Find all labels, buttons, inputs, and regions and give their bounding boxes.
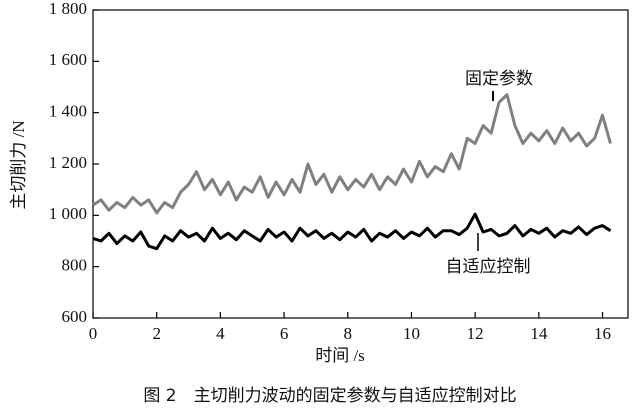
x-axis-label: 时间 /s [315,346,365,365]
x-tick-label: 4 [216,324,225,343]
y-tick-label: 1 200 [49,153,87,172]
x-tick-label: 12 [467,324,484,343]
x-tick-label: 2 [152,324,161,343]
y-tick-label: 600 [62,307,88,326]
series-label: 自适应控制 [446,257,531,276]
y-tick-label: 1 800 [49,0,87,18]
y-axis-label: 主切削力 /N [9,120,28,209]
y-tick-label: 1 600 [49,50,87,69]
y-tick-label: 1 400 [49,102,87,121]
caption: 图 2 主切削力波动的固定参数与自适应控制对比 [143,386,516,406]
x-tick-label: 16 [594,324,611,343]
y-tick-label: 800 [62,256,88,275]
series-label: 固定参数 [465,69,533,88]
x-tick-label: 10 [403,324,420,343]
x-tick-label: 14 [530,324,548,343]
x-tick-label: 8 [344,324,353,343]
plot-frame [92,9,629,319]
x-tick-label: 0 [89,324,98,343]
series-line [92,212,612,251]
x-tick-label: 6 [280,324,289,343]
series-line [92,93,612,215]
y-tick-label: 1 000 [49,204,87,223]
